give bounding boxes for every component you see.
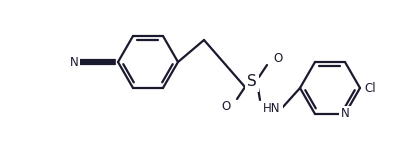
- Text: HN: HN: [263, 101, 281, 114]
- Text: S: S: [247, 74, 257, 89]
- Text: N: N: [70, 55, 78, 68]
- Text: O: O: [221, 100, 231, 113]
- Text: N: N: [341, 107, 349, 120]
- Text: Cl: Cl: [364, 81, 376, 94]
- Text: O: O: [274, 52, 283, 65]
